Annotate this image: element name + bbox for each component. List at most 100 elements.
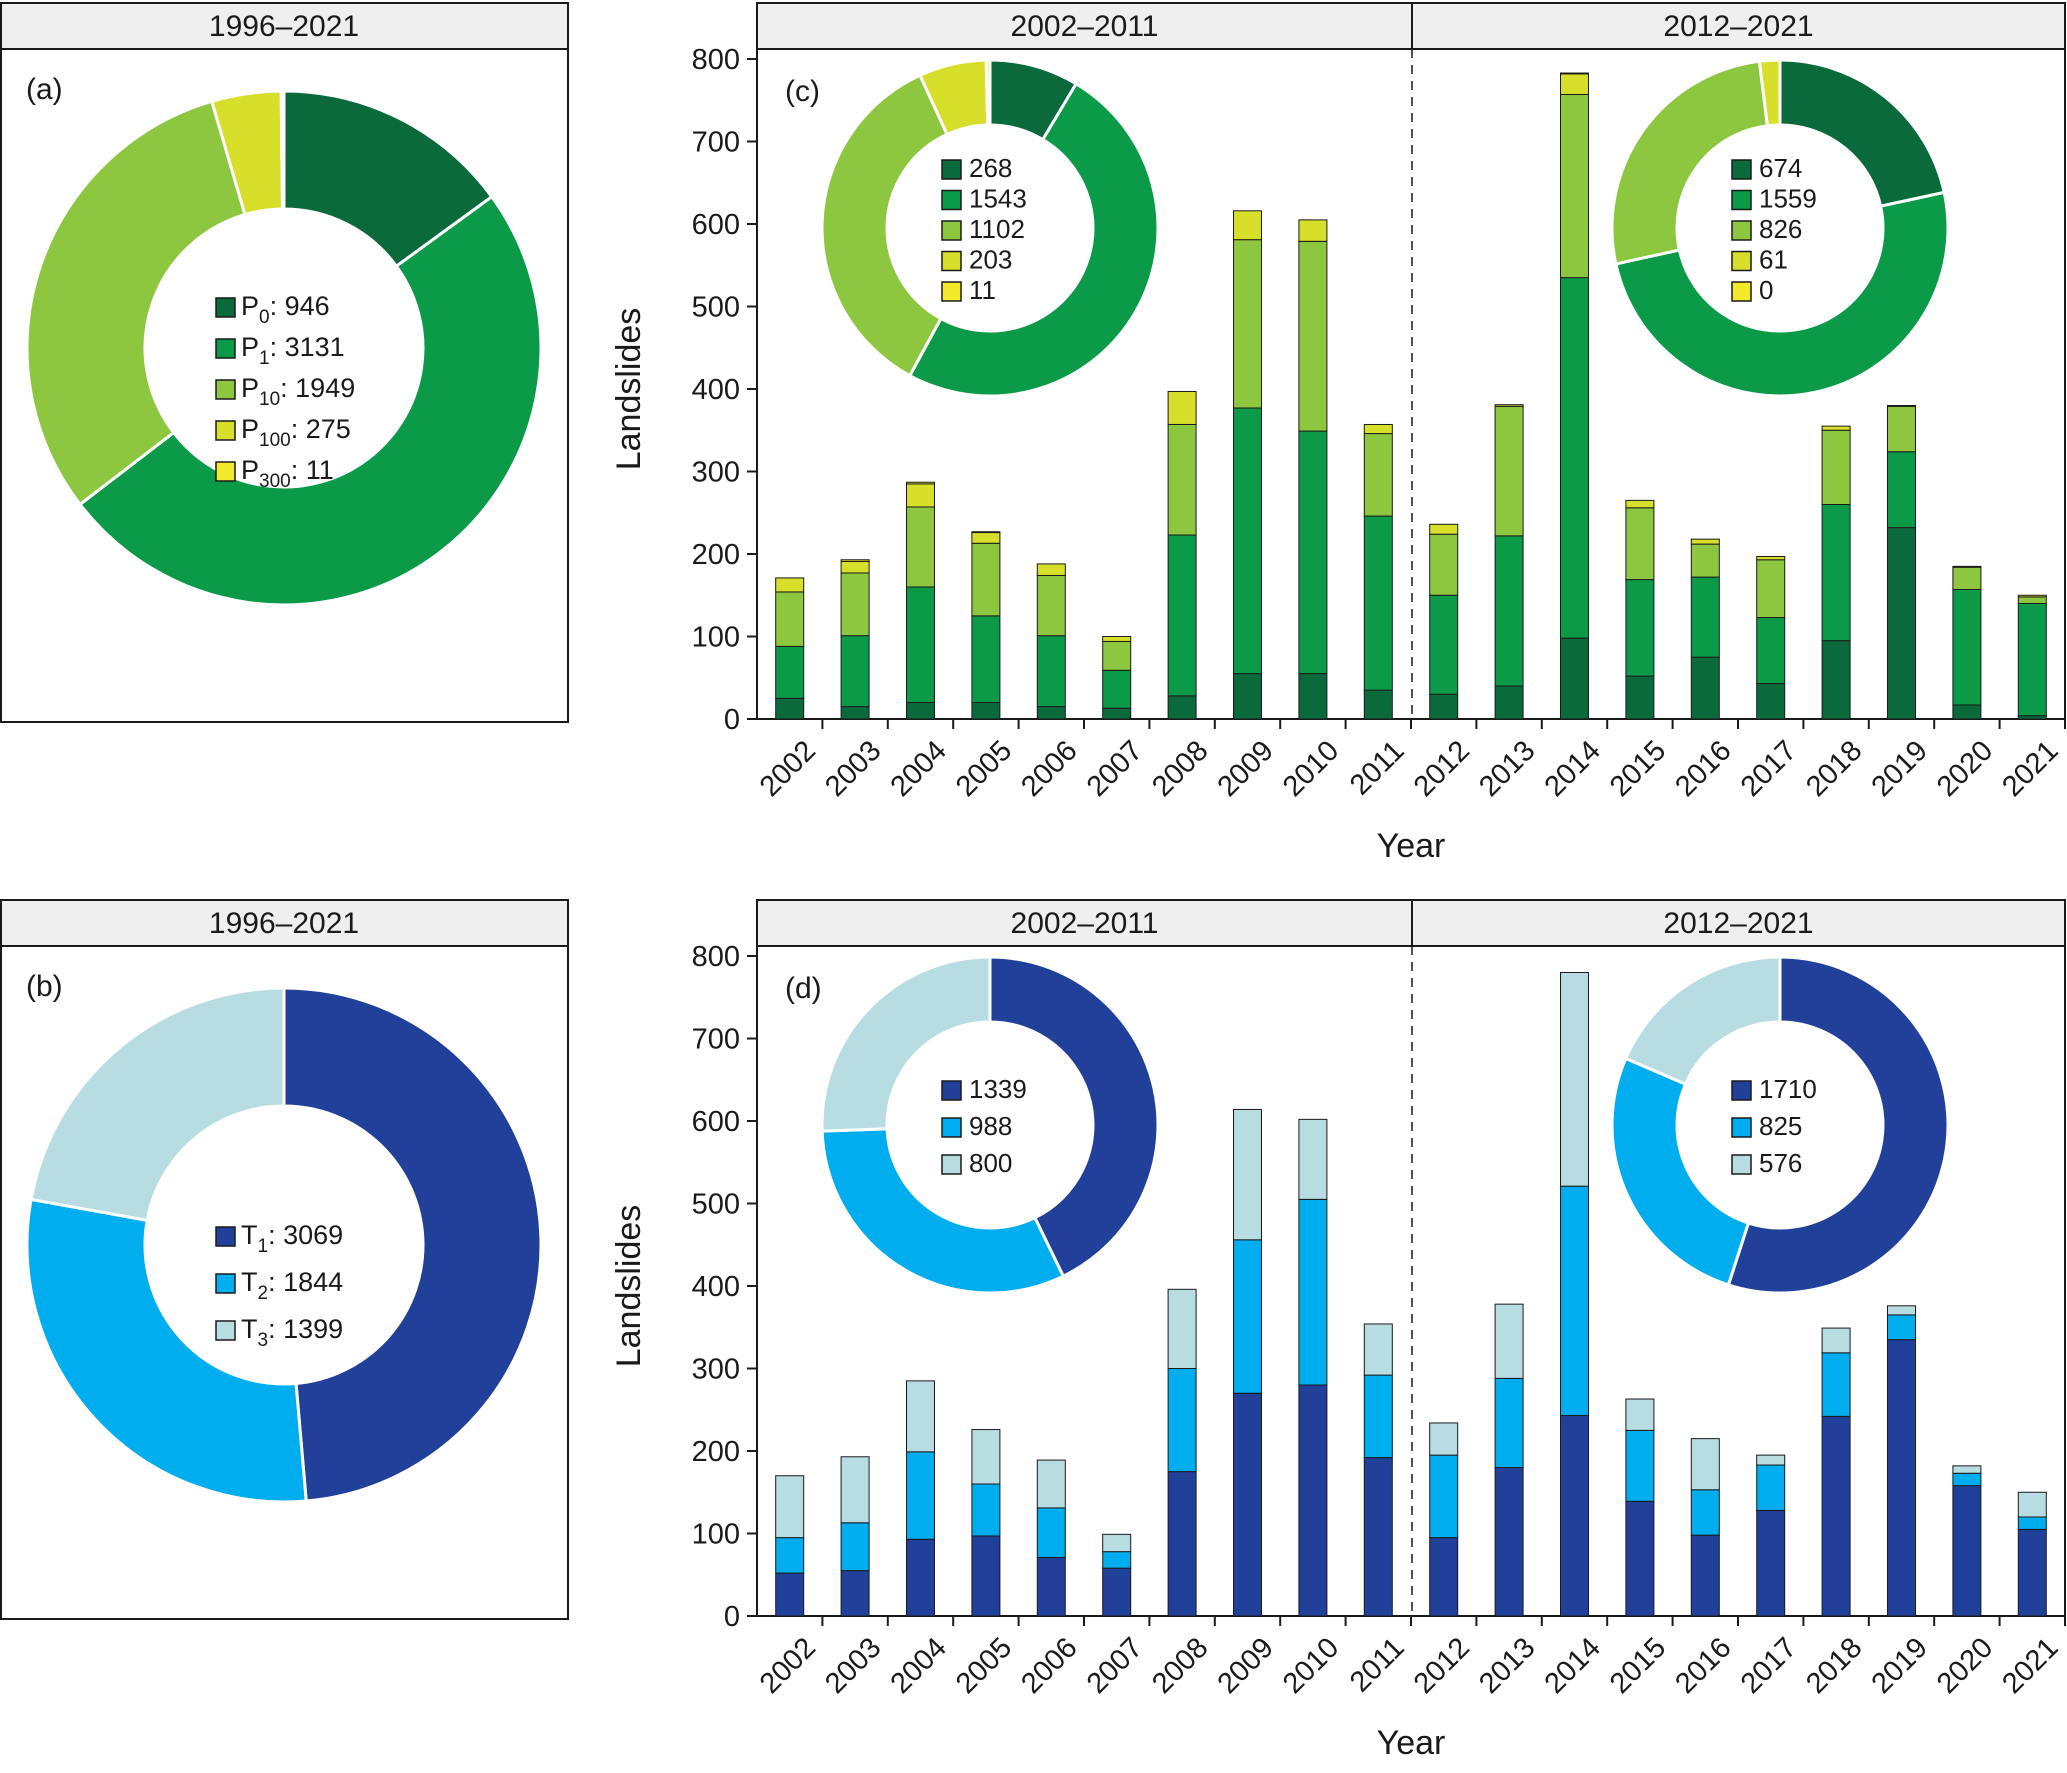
panel-a-legend-label-p300: P300: 11	[241, 455, 334, 492]
panel-c-bar-2002-p0	[775, 697, 805, 720]
panel-c-y-tick-label: 200	[692, 539, 740, 571]
panel-c-x-tick-label: 2009	[1212, 735, 1280, 803]
panel-c-inset-2-swatch-p1	[1731, 189, 1752, 211]
panel-d-bar-2009-t1	[1233, 1392, 1262, 1617]
panel-c-x-tick-label: 2008	[1146, 735, 1214, 803]
panel-d-x-tick-label: 2011	[1344, 1632, 1411, 1699]
panel-a-legend-label-p10: P10: 1949	[241, 373, 355, 410]
panel-d-bar-2010-t3	[1298, 1118, 1328, 1200]
panel-c-header-right	[1411, 2, 2066, 50]
panel-d-x-tick-label: 2021	[1996, 1632, 2064, 1700]
panel-c-bar-2019-p0	[1887, 527, 1916, 720]
panel-a-legend-value: : 11	[291, 455, 334, 485]
panel-c-y-axis-title: Landslides	[610, 308, 648, 471]
panel-d-inset-2-value: 825	[1759, 1111, 1802, 1141]
panel-c-bar-2004-p0	[906, 702, 935, 720]
panel-c-bar-2017-p1	[1756, 617, 1786, 685]
panel-c-inset-2-swatch-p300	[1731, 281, 1752, 302]
panel-d-bar-2009-t3	[1233, 1108, 1262, 1241]
panel-c-header-left	[756, 2, 1413, 50]
panel-d-bar-2004-t2	[906, 1451, 935, 1540]
panel-c-y-tick-label: 600	[692, 209, 740, 241]
panel-d-bar-2021-t2	[2017, 1516, 2047, 1530]
panel-c-bar-2009-p100	[1233, 210, 1262, 241]
panel-d-bar-2010-t2	[1298, 1198, 1328, 1386]
panel-c-inset-2-value: 1559	[1759, 184, 1817, 214]
panel-a-legend-base: P	[241, 291, 259, 321]
panel-d-bar-2005-t2	[971, 1483, 1001, 1537]
panel-c-bar-2008-p0	[1167, 695, 1197, 720]
panel-c-x-tick-label: 2020	[1931, 735, 1999, 803]
panel-d-y-axis-title: Landslides	[610, 1205, 648, 1368]
panel-d-bar-2003-t1	[840, 1570, 870, 1617]
panel-c-y-tick-label: 800	[692, 44, 740, 76]
panel-d-inset-2-slice-t3	[1623, 955, 1782, 1087]
panel-d-bar-2014-t1	[1560, 1415, 1589, 1617]
panel-c-inset-1-slice-p1	[907, 81, 1160, 398]
panel-a-legend-label-p100: P100: 275	[241, 414, 351, 451]
panel-d-y-tick-label: 700	[692, 1024, 740, 1056]
panel-d-bar-2015-t3	[1625, 1398, 1655, 1431]
panel-c-bar-2019-p10	[1887, 405, 1916, 453]
panel-c-bar-2017-p100	[1756, 555, 1786, 561]
panel-a-legend-value: : 275	[291, 414, 351, 444]
panel-d-bar-2017-t1	[1756, 1509, 1786, 1617]
panel-c-x-tick-label: 2010	[1277, 735, 1345, 803]
panel-d-x-tick-label: 2020	[1931, 1632, 1999, 1700]
panel-c-bar-2011-p1	[1363, 515, 1393, 691]
panel-c-x-tick-label: 2021	[1996, 735, 2064, 803]
panel-d-header-left-label: 2002–2011	[1011, 907, 1159, 940]
panel-c-bar-2018-p1	[1821, 504, 1851, 642]
panel-d-bar-2008-t1	[1167, 1471, 1197, 1617]
panel-d-bar-2020-t1	[1952, 1485, 1982, 1617]
panel-c-bar-2010-p0	[1298, 673, 1328, 720]
panel-d-bar-2020-t3	[1952, 1465, 1982, 1474]
panel-d-y-tick-label: 500	[692, 1189, 740, 1221]
panel-d-y-tick-label: 200	[692, 1436, 740, 1468]
panel-c-bar-2016-p0	[1690, 656, 1720, 720]
panel-d-x-tick-label: 2005	[950, 1632, 1018, 1700]
panel-d-x-tick-label: 2012	[1408, 1632, 1476, 1700]
panel-b-legend-swatch-t1	[215, 1226, 236, 1247]
panel-d-x-tick-label: 2019	[1866, 1632, 1934, 1700]
panel-d-inset-2-swatch-t2	[1731, 1117, 1752, 1138]
panel-a-legend-swatch-p1	[215, 338, 236, 359]
panel-b-legend-base: T	[241, 1267, 258, 1297]
panel-d-bar-2005-t1	[971, 1535, 1001, 1617]
panel-c-bar-2011-p10	[1363, 433, 1393, 517]
panel-d-bar-2011-t3	[1363, 1323, 1393, 1376]
panel-d-bar-2018-t1	[1821, 1415, 1851, 1617]
panel-d-bar-2006-t1	[1036, 1556, 1066, 1617]
panel-d-bar-2014-t2	[1560, 1185, 1589, 1417]
panel-c-bar-2006-p10	[1036, 574, 1066, 637]
panel-c-bar-2018-p100	[1821, 425, 1851, 431]
panel-c-bar-2015-p100	[1625, 499, 1655, 509]
panel-d-x-tick-label: 2003	[819, 1632, 887, 1700]
panel-d-inset-2-value: 1710	[1759, 1074, 1817, 1104]
panel-d-bar-2006-t3	[1036, 1459, 1066, 1509]
panel-b-legend-value: : 1399	[268, 1314, 343, 1344]
panel-c-inset-2-slice-p100	[1757, 58, 1782, 128]
panel-d-inset-1-value: 800	[969, 1148, 1012, 1178]
panel-c-x-tick-label: 2013	[1473, 735, 1541, 803]
panel-c-x-tick-label: 2014	[1539, 735, 1607, 803]
panel-d-bar-2002-t3	[775, 1475, 805, 1539]
panel-c-inset-2-value: 61	[1759, 245, 1788, 275]
panel-a-slice-p1	[77, 194, 543, 607]
panel-d-bar-2006-t2	[1036, 1507, 1066, 1558]
panel-d-inset-1-swatch-t1	[941, 1080, 962, 1101]
panel-d-y-tick-label: 400	[692, 1271, 740, 1303]
panel-d-y-tick-label: 0	[724, 1601, 740, 1633]
panel-b-slice-t2	[25, 1197, 308, 1504]
panel-c-inset-2-slice-p10	[1610, 59, 1770, 266]
panel-c-x-tick-label: 2018	[1800, 735, 1868, 803]
panel-c-bar-2021-p1	[2017, 603, 2047, 717]
panel-d-x-tick-label: 2004	[885, 1632, 953, 1700]
panel-d-bar-2008-t3	[1167, 1288, 1197, 1370]
panel-c-bar-2008-p1	[1167, 534, 1197, 697]
panel-c-header-right-label: 2012–2021	[1663, 10, 1813, 43]
panel-d-bar-2016-t2	[1690, 1489, 1720, 1536]
panel-c-x-tick-label: 2017	[1735, 735, 1803, 803]
panel-d-bar-2005-t3	[971, 1429, 1001, 1485]
